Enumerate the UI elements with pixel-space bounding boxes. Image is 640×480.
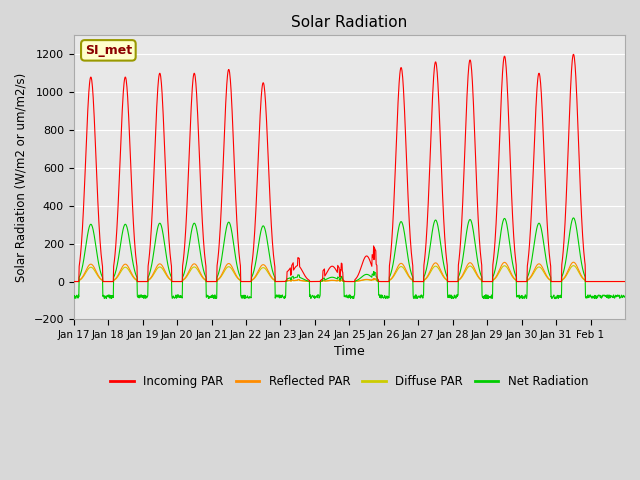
X-axis label: Time: Time — [334, 346, 365, 359]
Legend: Incoming PAR, Reflected PAR, Diffuse PAR, Net Radiation: Incoming PAR, Reflected PAR, Diffuse PAR… — [106, 371, 593, 393]
Text: SI_met: SI_met — [85, 44, 132, 57]
Title: Solar Radiation: Solar Radiation — [291, 15, 408, 30]
Y-axis label: Solar Radiation (W/m2 or um/m2/s): Solar Radiation (W/m2 or um/m2/s) — [15, 73, 28, 282]
